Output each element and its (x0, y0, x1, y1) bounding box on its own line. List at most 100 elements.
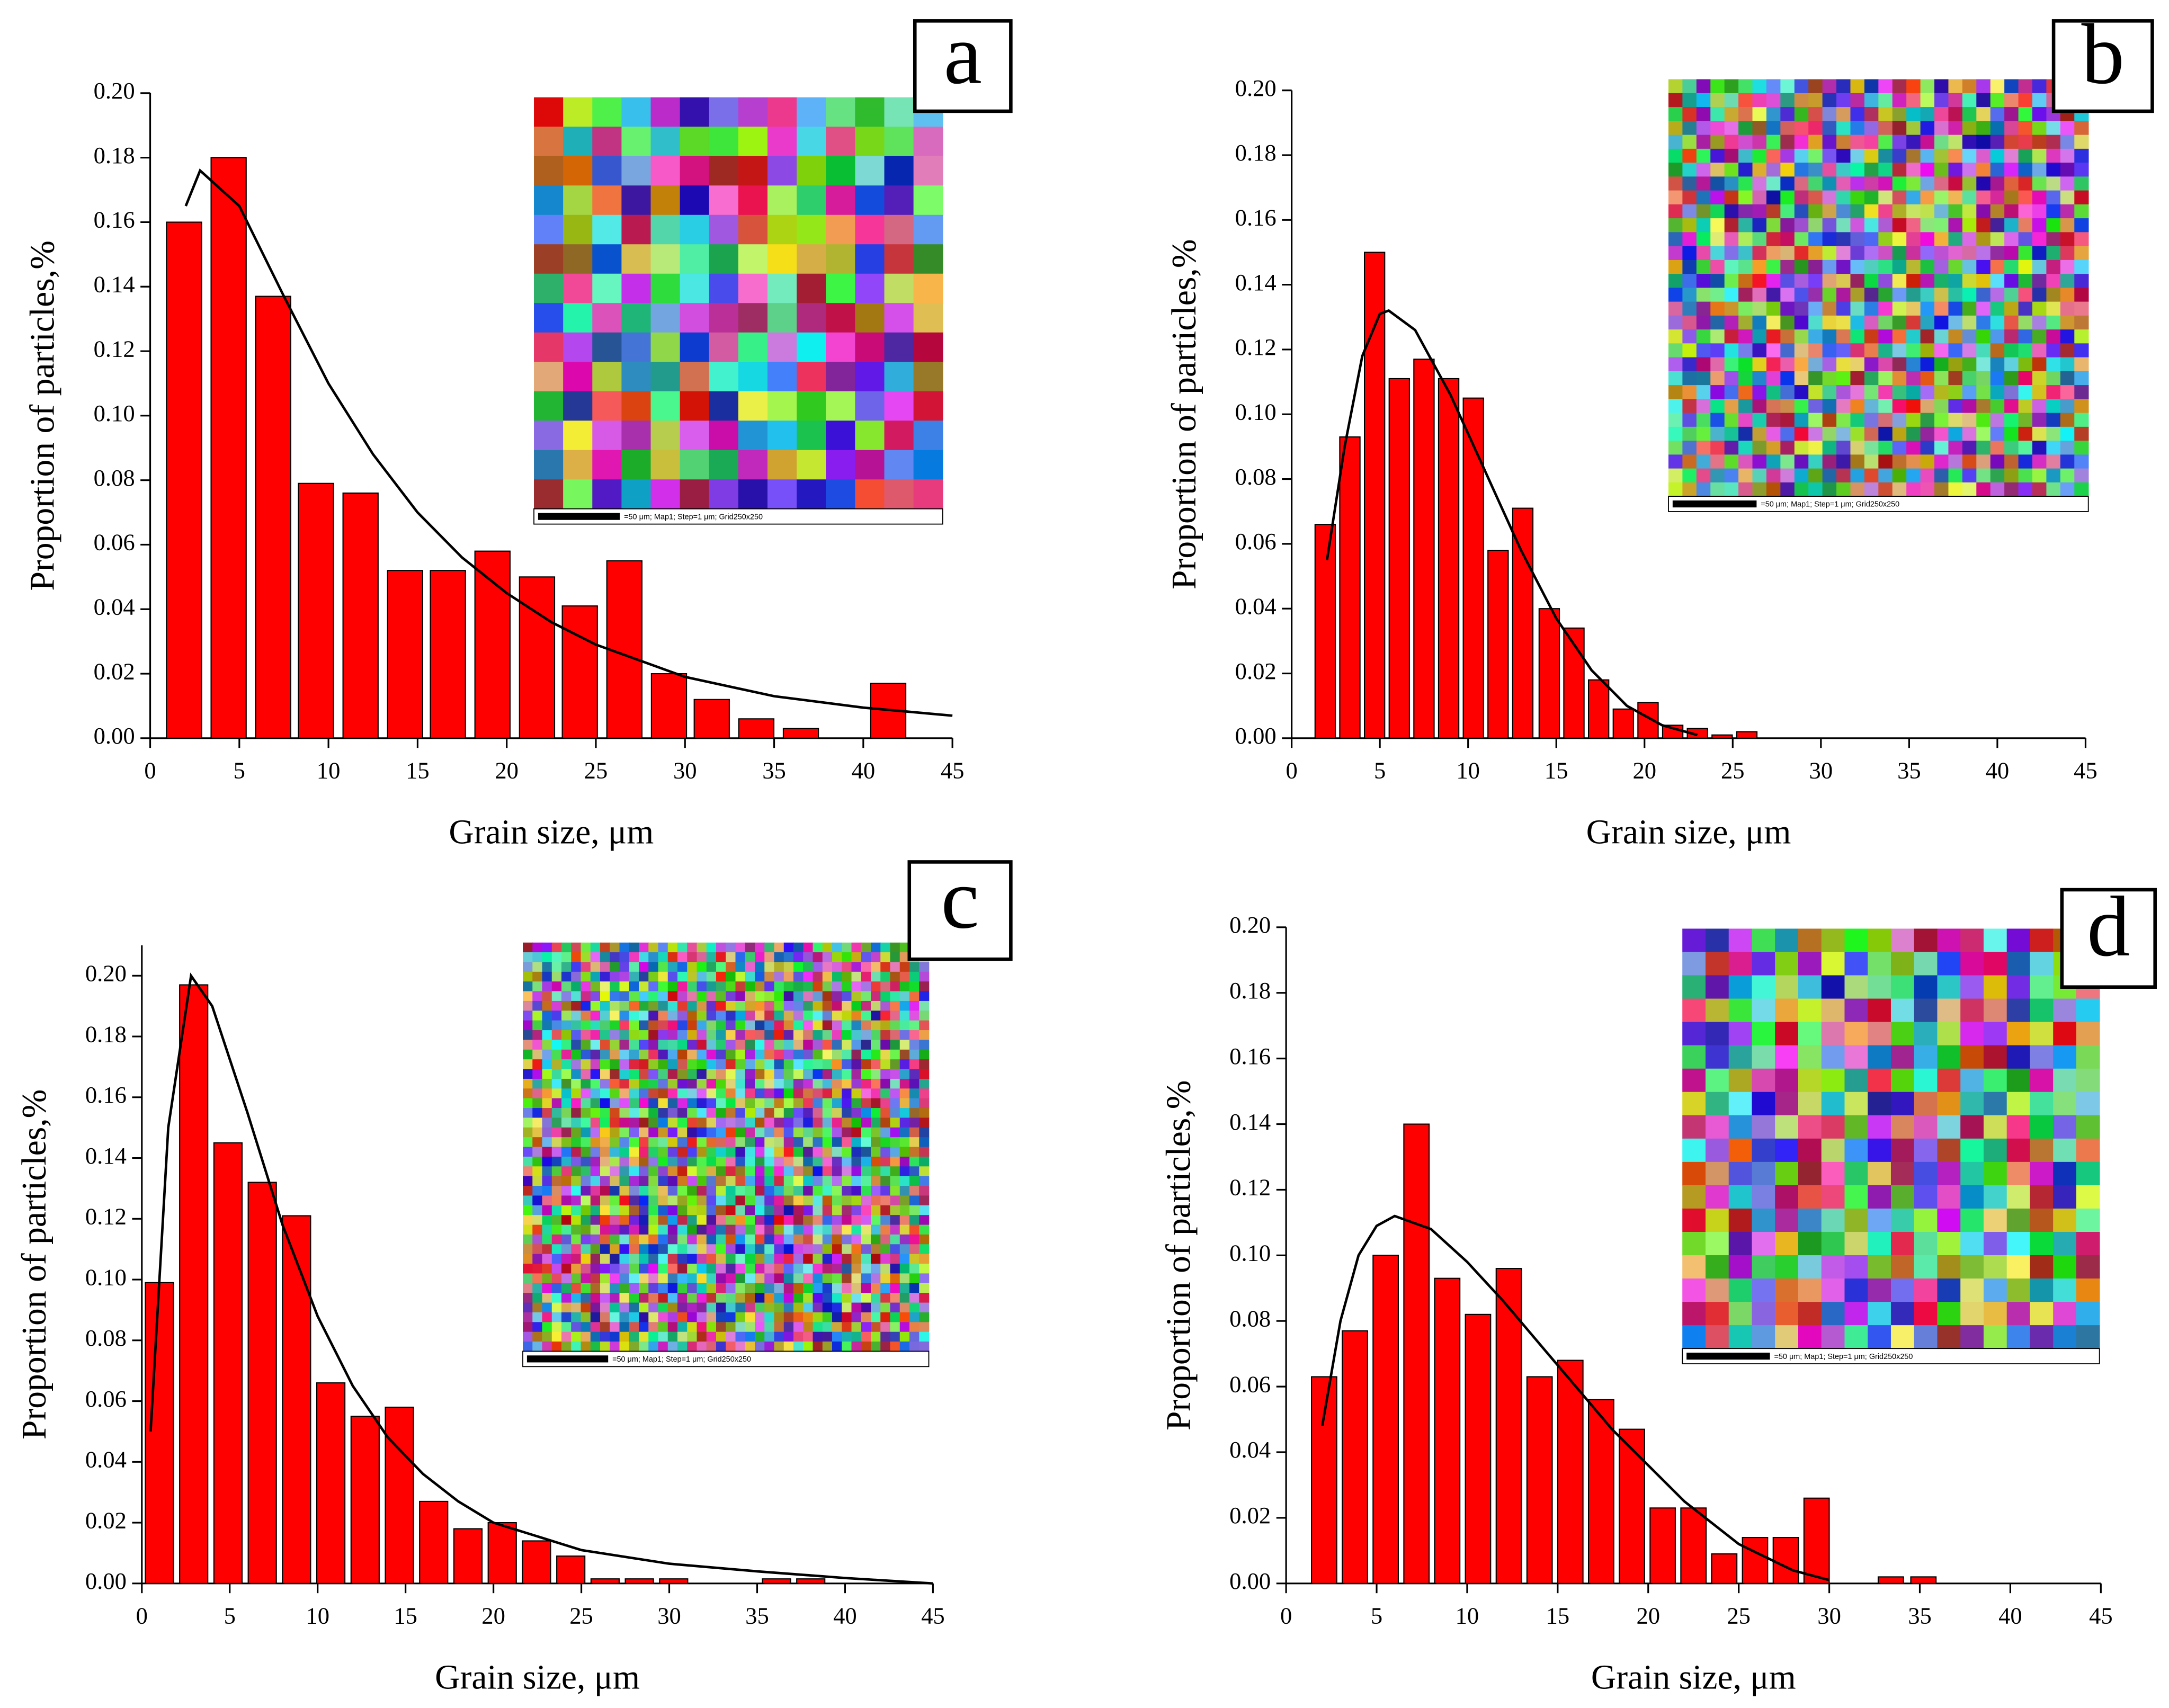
grain (600, 1166, 611, 1177)
grain (523, 1283, 533, 1293)
grain (1983, 1278, 2007, 1302)
grain (1728, 998, 1753, 1023)
grain (735, 1254, 746, 1264)
grain (735, 1108, 746, 1119)
grain (822, 1264, 833, 1274)
grain (629, 1195, 639, 1206)
grain (619, 1331, 630, 1342)
grain (735, 1186, 746, 1196)
grain (1960, 1325, 1984, 1349)
grain (1808, 274, 1823, 289)
grain (2046, 441, 2061, 455)
grain (697, 1244, 707, 1255)
grain (600, 1205, 611, 1215)
grain (774, 1078, 784, 1089)
grain (1682, 163, 1697, 177)
grain (532, 1195, 543, 1206)
grain (842, 981, 852, 992)
grain (532, 1273, 543, 1284)
grain (2074, 163, 2089, 177)
grain (1780, 385, 1795, 400)
grain (658, 1342, 668, 1352)
grain (1705, 1302, 1729, 1326)
grain (610, 991, 620, 1001)
grain (1705, 1115, 1729, 1139)
grain (1668, 107, 1683, 122)
grain (1960, 1208, 1984, 1232)
grain (2060, 441, 2075, 455)
grain (735, 1293, 746, 1303)
grain (803, 1078, 814, 1089)
bar (1311, 1376, 1337, 1584)
grain (2060, 454, 2075, 469)
grain (822, 952, 833, 963)
grain (855, 273, 885, 304)
grain (592, 214, 622, 245)
grain (716, 1078, 727, 1089)
grain (1892, 413, 1907, 427)
grain (2046, 176, 2061, 191)
grain (1752, 1138, 1776, 1162)
grain (716, 1020, 727, 1031)
grain (1962, 329, 1977, 344)
grain (1868, 1208, 1891, 1232)
grain (764, 1254, 775, 1264)
grain (581, 1215, 591, 1226)
grain (774, 1176, 784, 1186)
grain (1724, 246, 1739, 261)
grain (523, 1040, 533, 1050)
grain (1892, 426, 1907, 441)
grain (2046, 315, 2061, 330)
grain (581, 1234, 591, 1245)
grain (909, 1342, 920, 1352)
grain (913, 214, 943, 245)
grain (774, 1322, 784, 1333)
grain (1822, 121, 1837, 136)
grain (542, 1069, 552, 1079)
grain (709, 450, 739, 480)
grain (658, 1020, 668, 1031)
grain (1990, 107, 2005, 122)
grain (1934, 413, 1949, 427)
grain (1808, 107, 1823, 122)
grain (1990, 135, 2005, 149)
grain (658, 1244, 668, 1255)
grain (774, 1195, 784, 1206)
grain (735, 971, 746, 982)
grain (832, 1020, 843, 1031)
grain (1934, 315, 1949, 330)
grain (1868, 1325, 1891, 1349)
grain (629, 1234, 639, 1245)
grain (667, 962, 678, 972)
grain (716, 1224, 727, 1235)
grain (571, 1186, 582, 1196)
grain (1798, 1302, 1822, 1326)
grain (1920, 176, 1935, 191)
grain (523, 1000, 533, 1012)
grain (832, 1000, 843, 1012)
grain (861, 1254, 871, 1264)
grain (619, 1302, 630, 1313)
grain (767, 127, 797, 157)
grain (590, 1273, 601, 1284)
grain (2004, 107, 2019, 122)
grain (1890, 1045, 1915, 1069)
grain (687, 1322, 698, 1333)
grain (1890, 1022, 1915, 1046)
grain (2030, 952, 2054, 976)
grain (1976, 121, 1991, 136)
grain (880, 1186, 891, 1196)
grain (813, 1293, 823, 1303)
fit-curve (149, 972, 933, 1585)
grain (783, 1224, 794, 1235)
grain (677, 1088, 688, 1099)
grain (658, 1254, 668, 1264)
grain (1934, 454, 1949, 469)
grain (1766, 441, 1781, 455)
grain (532, 1312, 543, 1323)
grain (842, 1176, 852, 1186)
grain (755, 1186, 765, 1196)
grain (1724, 260, 1739, 274)
grain (716, 991, 727, 1001)
grain (592, 421, 622, 451)
